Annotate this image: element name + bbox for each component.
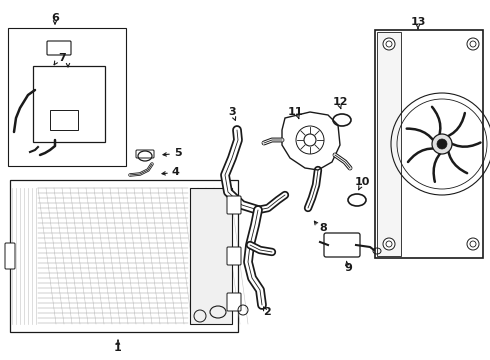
FancyBboxPatch shape (5, 243, 15, 269)
Circle shape (383, 38, 395, 50)
Text: 10: 10 (354, 177, 369, 187)
Text: 2: 2 (263, 307, 271, 317)
Circle shape (467, 38, 479, 50)
Circle shape (437, 139, 447, 149)
FancyBboxPatch shape (375, 30, 483, 258)
FancyBboxPatch shape (10, 180, 238, 332)
Text: 5: 5 (174, 148, 182, 158)
Circle shape (432, 134, 452, 154)
Text: 9: 9 (344, 263, 352, 273)
Text: 7: 7 (58, 53, 66, 63)
Text: 3: 3 (228, 107, 236, 117)
Text: 8: 8 (319, 223, 327, 233)
FancyBboxPatch shape (227, 196, 241, 214)
FancyBboxPatch shape (377, 32, 401, 256)
Circle shape (383, 238, 395, 250)
FancyBboxPatch shape (227, 247, 241, 265)
Text: 12: 12 (332, 97, 348, 107)
FancyBboxPatch shape (8, 28, 126, 166)
FancyBboxPatch shape (190, 188, 232, 324)
Text: 6: 6 (51, 13, 59, 23)
Text: 11: 11 (287, 107, 303, 117)
Circle shape (467, 238, 479, 250)
Text: 1: 1 (114, 343, 122, 353)
Text: 13: 13 (410, 17, 426, 27)
FancyBboxPatch shape (227, 293, 241, 311)
Text: 4: 4 (171, 167, 179, 177)
